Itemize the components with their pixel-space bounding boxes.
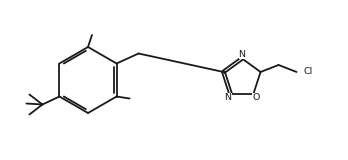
Text: O: O <box>252 93 260 102</box>
Text: Cl: Cl <box>303 68 312 76</box>
Text: N: N <box>224 93 231 102</box>
Text: N: N <box>238 50 245 59</box>
